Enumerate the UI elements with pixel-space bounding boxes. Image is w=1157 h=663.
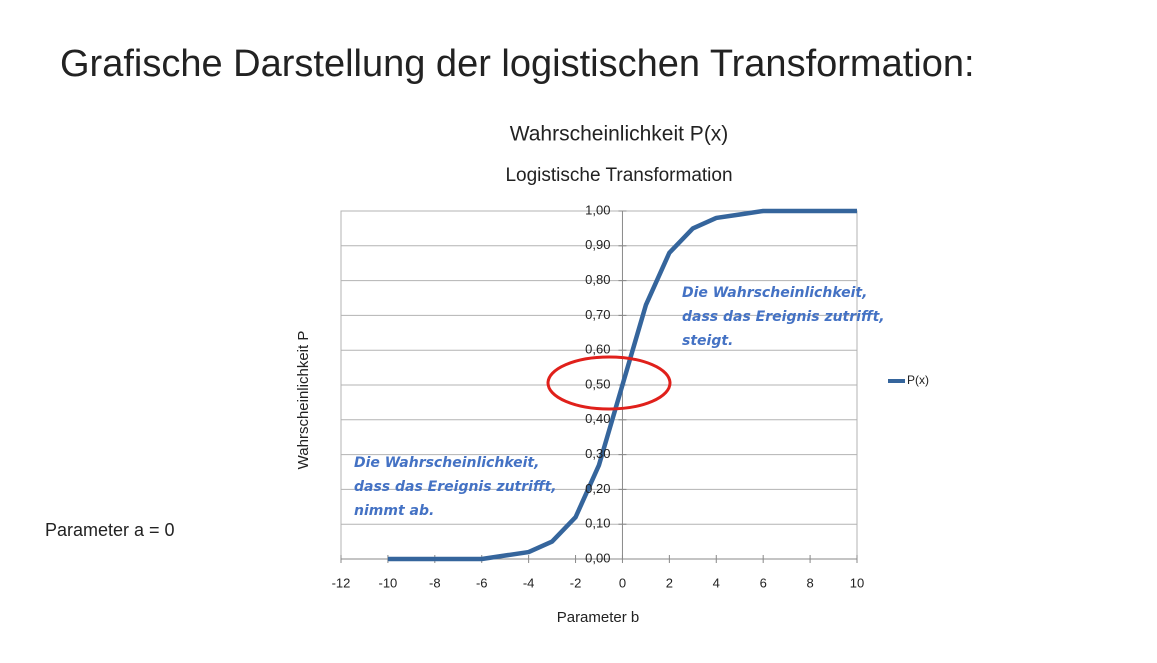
x-tick-label: -10 [379,575,398,590]
annotation: nimmt ab. [354,503,434,519]
y-tick-label: 0,90 [585,237,610,252]
annotation: dass das Ereignis zutrifft, [354,479,557,495]
highlight-ellipse [546,355,672,411]
x-tick-label: 6 [760,575,767,590]
x-tick-label: -6 [476,575,488,590]
slide-title: Grafische Darstellung der logistischen T… [60,43,975,85]
annotation: dass das Ereignis zutrifft, [682,309,885,325]
x-tick-label: -8 [429,575,441,590]
y-tick-label: 1,00 [585,202,610,217]
slide-note: Parameter a = 0 [45,520,175,540]
y-tick-label: 0,00 [585,550,610,565]
x-axis-title: Parameter b [557,609,640,626]
x-tick-label: -12 [332,575,351,590]
x-tick-label: 8 [806,575,813,590]
chart-title: Wahrscheinlichkeit P(x) [510,123,729,146]
y-tick-label: 0,50 [585,376,610,391]
y-tick-label: 0,40 [585,411,610,426]
legend-label: P(x) [907,373,929,387]
plot [387,208,857,562]
annotation: Die Wahrscheinlichkeit, [354,455,539,471]
y-tick-label: 0,70 [585,307,610,322]
annotation: Die Wahrscheinlichkeit, [682,285,867,301]
y-tick-label: 0,10 [585,516,610,531]
y-tick-label: 0,60 [585,342,610,357]
y-tick-label: 0,20 [585,481,610,496]
annotation: steigt. [682,333,733,349]
y-tick-label: 0,30 [585,446,610,461]
x-tick-label: 4 [713,575,720,590]
y-tick-label: 0,80 [585,272,610,287]
y-axis-title: Wahrscheinlichkeit P [295,331,312,470]
x-tick-label: 10 [850,575,864,590]
x-tick-label: -4 [523,575,535,590]
x-tick-label: 0 [619,575,626,590]
series-line [387,208,857,562]
x-tick-label: 2 [666,575,673,590]
chart-subtitle: Logistische Transformation [505,165,732,186]
x-tick-label: -2 [570,575,582,590]
